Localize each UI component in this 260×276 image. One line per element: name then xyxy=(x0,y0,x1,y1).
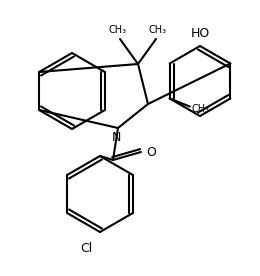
Text: CH₃: CH₃ xyxy=(149,25,167,35)
Text: CH₃: CH₃ xyxy=(192,104,210,113)
Text: Cl: Cl xyxy=(80,242,92,255)
Text: CH₃: CH₃ xyxy=(109,25,127,35)
Text: HO: HO xyxy=(190,27,210,40)
Text: N: N xyxy=(111,131,121,144)
Text: O: O xyxy=(146,145,156,158)
